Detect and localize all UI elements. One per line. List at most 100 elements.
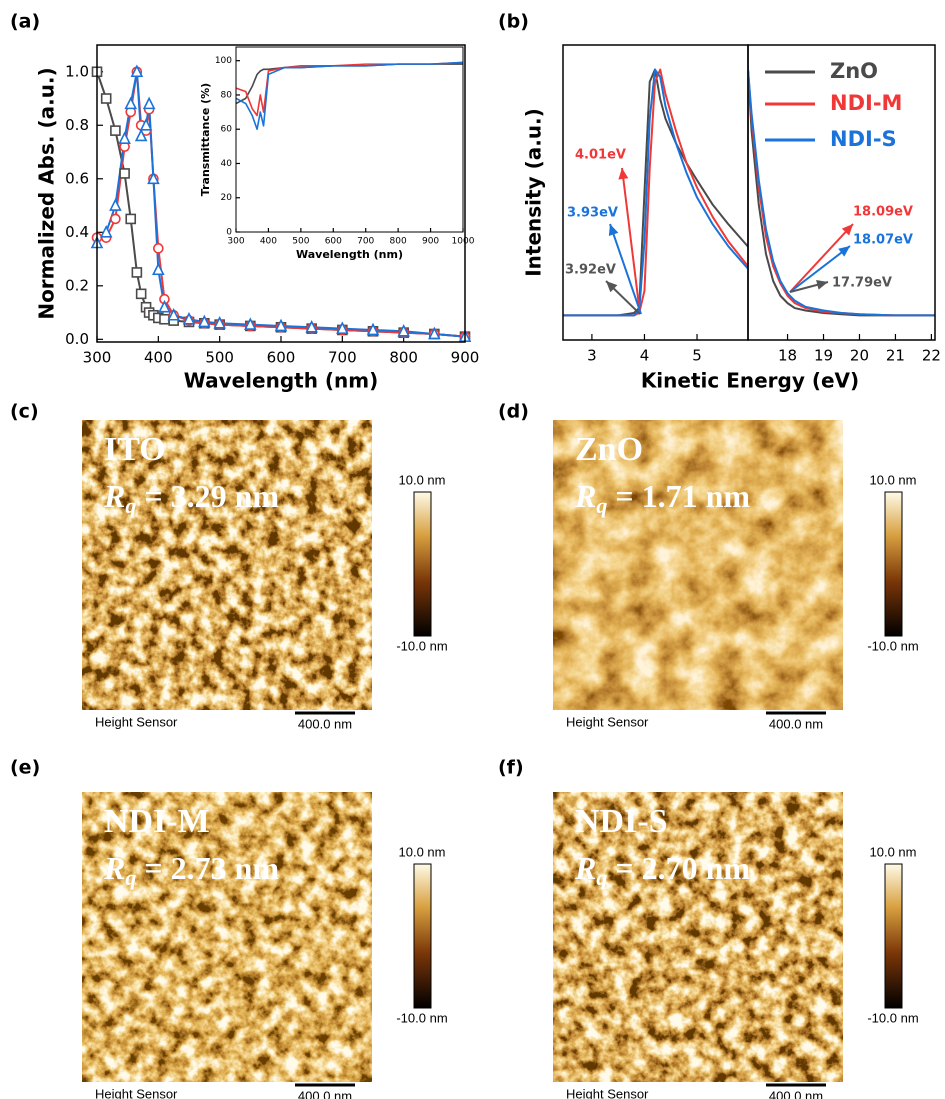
- y-tick-label: 0: [226, 228, 232, 238]
- x-tick-label: 700: [328, 349, 357, 367]
- arrow: [609, 223, 642, 315]
- legend-label: NDI-M: [830, 91, 902, 115]
- x-tick-label: 20: [850, 347, 869, 365]
- colorbar-min: -10.0 nm: [867, 638, 918, 653]
- marker: [159, 313, 170, 325]
- roughness-symbol: R: [574, 850, 596, 886]
- panel-label: (e): [10, 757, 40, 779]
- marker: [135, 288, 147, 300]
- x-tick-label: 600: [325, 237, 342, 247]
- roughness: Rq = 2.73 nm: [103, 850, 279, 890]
- marker: [213, 315, 226, 329]
- marker: [428, 326, 441, 340]
- x-tick-label: 800: [390, 237, 407, 247]
- roughness-value: = 1.71 nm: [607, 478, 750, 514]
- marker: [119, 168, 130, 179]
- roughness-value: = 3.29 nm: [136, 478, 279, 514]
- marker: [110, 125, 121, 136]
- annotation: 4.01eV: [575, 148, 626, 163]
- y-tick-label: 0.8: [65, 116, 89, 134]
- colorbar: [413, 491, 432, 637]
- plot-frame: [96, 44, 466, 343]
- arrow-head: [606, 281, 618, 293]
- data-line: [563, 68, 748, 317]
- marker: [100, 93, 112, 104]
- annotation: 17.79eV: [832, 276, 892, 291]
- y-axis-title: Transmittance (%): [199, 83, 212, 196]
- sample-label: NDI-S: [575, 803, 668, 840]
- data-line: [563, 68, 748, 317]
- panel-label: (c): [10, 401, 39, 423]
- roughness: Rq = 2.70 nm: [574, 850, 750, 890]
- y-axis-title: Normalized Abs. (a.u.): [35, 67, 59, 319]
- marker: [125, 213, 137, 225]
- marker: [244, 317, 257, 330]
- sample-label: ZnO: [575, 431, 643, 468]
- channel-label: Height Sensor: [566, 1086, 649, 1099]
- afm-image: [82, 420, 372, 710]
- colorbar-min: -10.0 nm: [396, 638, 447, 653]
- marker: [118, 131, 131, 144]
- panel-label: (a): [10, 11, 40, 33]
- x-tick-label: 300: [227, 237, 244, 247]
- data-line: [748, 69, 935, 317]
- colorbar: [413, 863, 432, 1009]
- marker: [131, 267, 143, 278]
- annotation: 3.92eV: [565, 263, 616, 278]
- arrow-head: [816, 279, 828, 290]
- plot-frame: [235, 46, 464, 233]
- sample-label: ITO: [104, 431, 166, 468]
- arrow-head: [841, 224, 853, 236]
- marker: [153, 243, 164, 254]
- roughness-symbol: R: [103, 478, 125, 514]
- arrow-head: [618, 168, 629, 180]
- panel-label: (f): [498, 757, 524, 779]
- colorbar-max: 10.0 nm: [399, 472, 446, 487]
- x-tick-label: 700: [357, 237, 374, 247]
- x-tick-label: 22: [922, 347, 941, 365]
- panel-label: (d): [498, 401, 529, 423]
- roughness-subscript: q: [596, 493, 607, 518]
- roughness-subscript: q: [125, 493, 136, 518]
- y-tick-label: 60: [221, 125, 233, 135]
- roughness: Rq = 3.29 nm: [103, 478, 279, 518]
- marker: [124, 96, 138, 110]
- scale-bar-label: 400.0 nm: [769, 1088, 823, 1099]
- data-line: [748, 69, 935, 317]
- marker: [366, 322, 380, 336]
- marker: [130, 64, 144, 78]
- x-tick-label: 900: [422, 237, 439, 247]
- arrow: [621, 167, 641, 315]
- colorbar-max: 10.0 nm: [870, 472, 917, 487]
- colorbar-max: 10.0 nm: [399, 844, 446, 859]
- afm-image: [82, 792, 372, 1082]
- x-tick-label: 500: [205, 349, 234, 367]
- arrow-head: [608, 224, 619, 237]
- x-axis-title: Kinetic Energy (eV): [641, 369, 859, 393]
- colorbar-min: -10.0 nm: [396, 1010, 447, 1025]
- y-tick-label: 40: [221, 159, 233, 169]
- y-tick-label: 0.6: [65, 169, 89, 187]
- scale-bar-label: 400.0 nm: [769, 716, 823, 731]
- marker: [142, 96, 156, 110]
- arrow-head: [838, 246, 850, 257]
- sample-label: NDI-M: [104, 803, 210, 840]
- x-tick-label: 400: [260, 237, 277, 247]
- roughness-value: = 2.70 nm: [607, 850, 750, 886]
- plot-background: [236, 47, 463, 232]
- x-tick-label: 600: [267, 349, 296, 367]
- x-tick-label: 900: [451, 349, 480, 367]
- marker: [109, 198, 122, 211]
- marker: [158, 299, 171, 313]
- marker: [198, 314, 211, 328]
- x-tick-label: 19: [814, 347, 833, 365]
- y-tick-label: 1.0: [65, 62, 89, 80]
- roughness-symbol: R: [103, 850, 125, 886]
- roughness-subscript: q: [125, 865, 136, 890]
- x-tick-label: 300: [83, 349, 112, 367]
- channel-label: Height Sensor: [566, 714, 649, 729]
- x-axis-title: Wavelength (nm): [296, 248, 403, 261]
- roughness-symbol: R: [574, 478, 596, 514]
- marker: [99, 225, 113, 238]
- legend-label: NDI-S: [830, 127, 897, 151]
